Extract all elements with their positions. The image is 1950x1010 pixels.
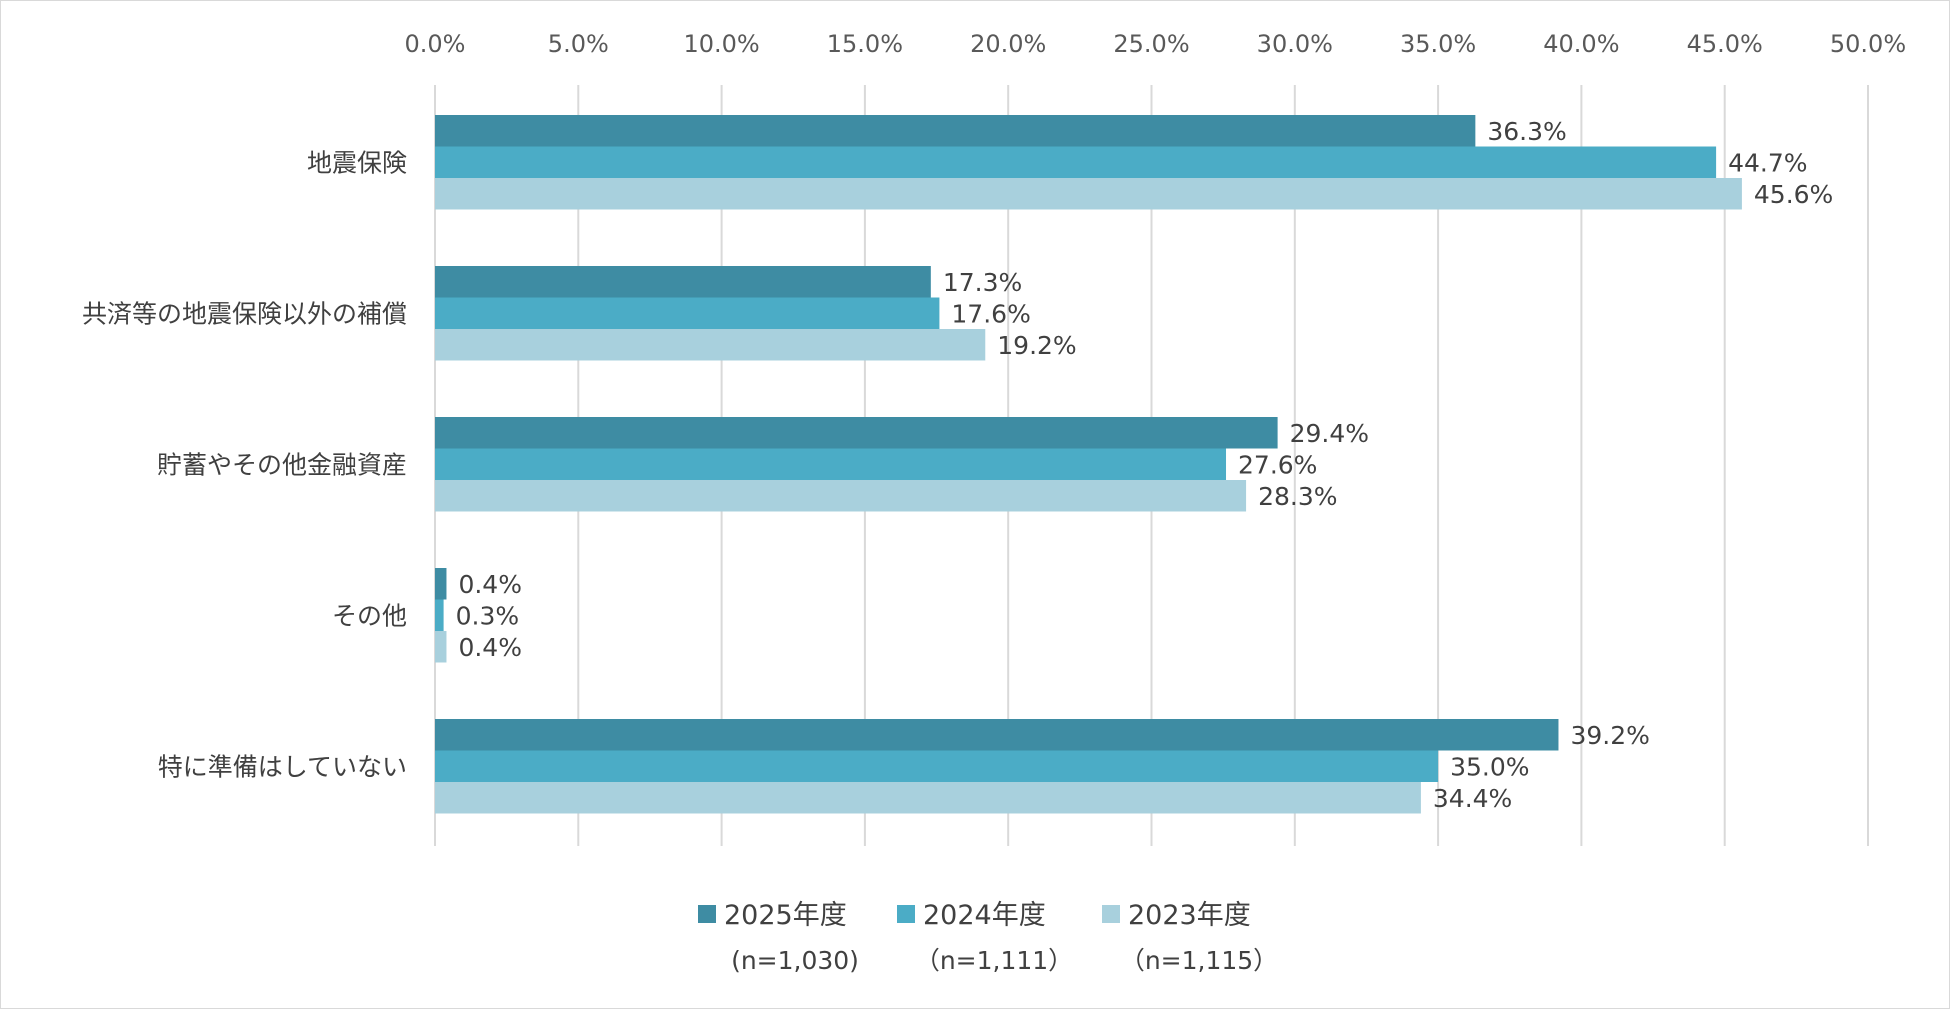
data-label: 17.6% — [951, 299, 1030, 328]
bar — [435, 146, 1717, 178]
legend-swatch — [897, 905, 915, 923]
data-label: 36.3% — [1487, 117, 1566, 146]
data-label: 27.6% — [1238, 450, 1317, 479]
data-label: 19.2% — [997, 331, 1076, 360]
bar — [435, 568, 447, 600]
data-labels: 36.3% 44.7% 45.6% 17.3%17.6% 19.2% 29.4%27.6%… — [456, 117, 1834, 813]
data-label: 29.4% — [1290, 419, 1369, 448]
category-label: 貯蓄やその他金融資産 — [157, 450, 407, 479]
bar — [435, 480, 1247, 512]
data-label: 28.3% — [1258, 482, 1337, 511]
x-tick-label: 35.0% — [1400, 30, 1476, 58]
data-label: 0.4% — [458, 633, 522, 662]
data-label: 39.2% — [1570, 721, 1649, 750]
legend-sample-size: （n=1,111） — [915, 946, 1073, 975]
legend-label: 2023年度 — [1128, 900, 1251, 931]
category-label: 地震保険 — [307, 148, 407, 177]
x-tick-label: 15.0% — [827, 30, 903, 58]
x-tick-label: 40.0% — [1543, 30, 1619, 58]
bar — [435, 599, 444, 631]
bar — [435, 178, 1742, 210]
x-tick-label: 50.0% — [1830, 30, 1906, 58]
bar — [435, 329, 986, 361]
data-label: 0.4% — [458, 570, 522, 599]
category-label: 特に準備はしていない — [158, 752, 407, 781]
legend: 2025年度 (n=1,030) 2024年度 （n=1,111） 2023年度 （n=1… — [698, 900, 1278, 975]
x-axis-tick-labels: 0.0% 5.0% 10.0% 15.0% 20.0% 25.0% 30.0% 35.0% 40… — [405, 30, 1907, 58]
legend-sample-size: （n=1,115） — [1120, 946, 1278, 975]
data-label: 0.3% — [456, 601, 520, 630]
category-label: 共済等の地震保険以外の補償 — [82, 299, 407, 328]
legend-sample-size: (n=1,030) — [731, 946, 859, 975]
bar — [435, 782, 1421, 814]
bar — [435, 417, 1278, 449]
legend-swatch — [698, 905, 716, 923]
data-label: 34.4% — [1433, 784, 1512, 813]
bars — [435, 115, 1742, 814]
legend-label: 2024年度 — [923, 900, 1046, 931]
x-tick-label: 25.0% — [1113, 30, 1189, 58]
legend-swatch — [1102, 905, 1120, 923]
bar — [435, 448, 1227, 480]
bar — [435, 631, 447, 663]
bar — [435, 719, 1559, 751]
x-tick-label: 30.0% — [1257, 30, 1333, 58]
x-tick-label: 0.0% — [405, 30, 466, 58]
bar — [435, 266, 931, 298]
data-label: 17.3% — [943, 268, 1022, 297]
x-tick-label: 45.0% — [1687, 30, 1763, 58]
data-label: 35.0% — [1450, 752, 1529, 781]
x-tick-label: 5.0% — [548, 30, 609, 58]
data-label: 44.7% — [1728, 148, 1807, 177]
x-tick-label: 20.0% — [970, 30, 1046, 58]
category-label: その他 — [332, 601, 407, 630]
legend-label: 2025年度 — [724, 900, 847, 931]
bar — [435, 750, 1439, 782]
data-label: 45.6% — [1754, 180, 1833, 209]
bar — [435, 297, 940, 329]
bar — [435, 115, 1476, 147]
x-tick-label: 10.0% — [683, 30, 759, 58]
